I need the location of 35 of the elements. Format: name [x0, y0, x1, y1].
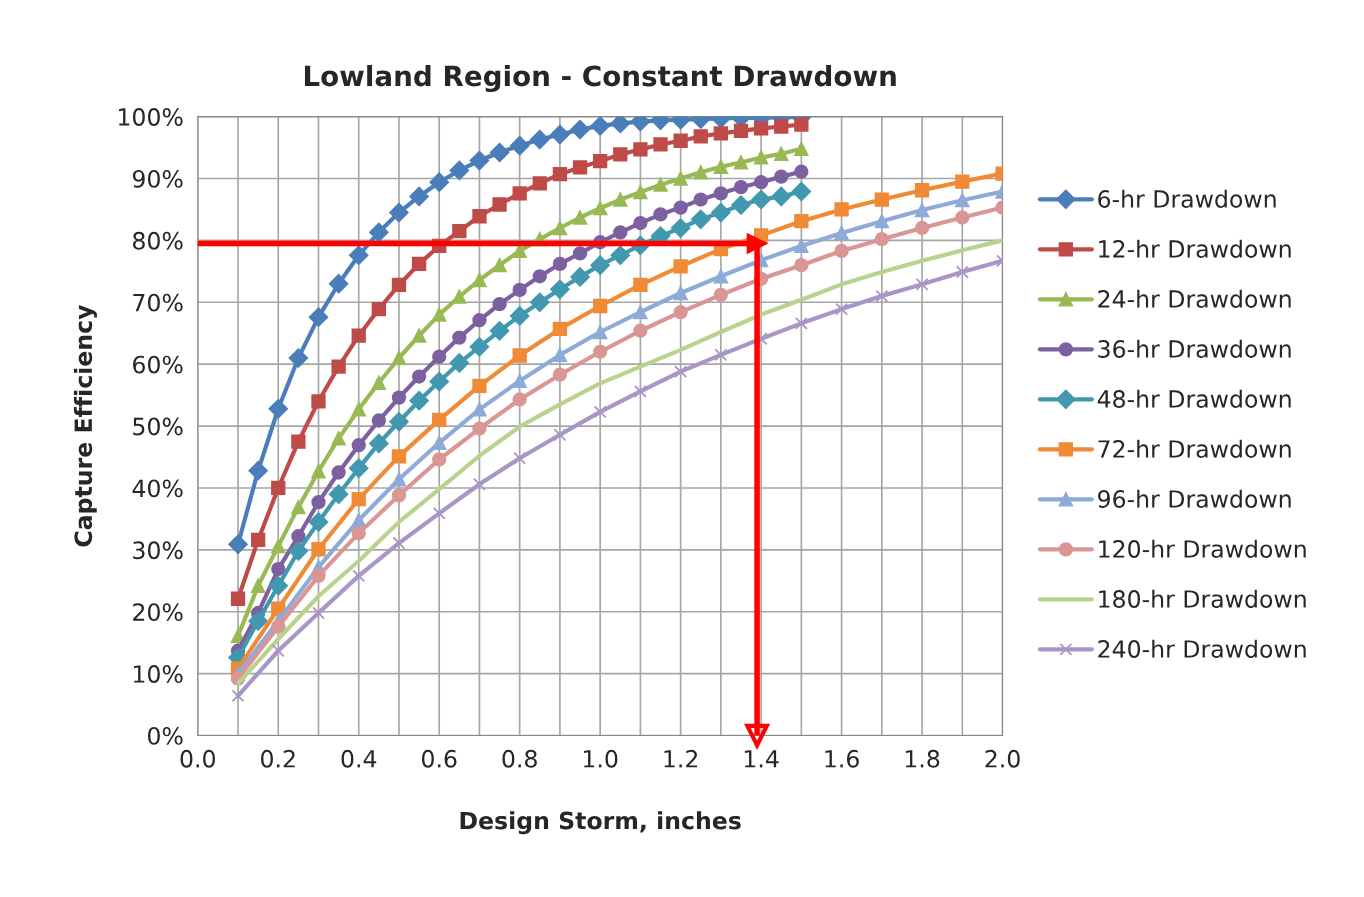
y-tick-label: 20%	[133, 603, 183, 622]
x-tick-label: 0.2	[261, 749, 295, 768]
x-tick-label: 0.4	[341, 749, 377, 768]
y-tick-label: 40%	[132, 479, 183, 498]
chart-title: Lowland Region - Constant Drawdown	[304, 64, 896, 93]
y-tick-label: 50%	[133, 417, 183, 436]
y-axis-title: Capture Efficiency	[73, 304, 97, 547]
y-tick-label: 0%	[147, 726, 183, 745]
x-tick-label: 0.6	[421, 749, 457, 768]
legend-label: 12-hr Drawdown	[1099, 239, 1291, 258]
x-tick-label: 1.0	[583, 749, 618, 768]
y-tick-label: 70%	[133, 293, 183, 312]
x-tick-label: 2.0	[985, 749, 1020, 768]
legend-label: 48-hr Drawdown	[1097, 389, 1291, 408]
legend-label: 6-hr Drawdown	[1098, 189, 1276, 208]
legend-label: 180-hr Drawdown	[1099, 589, 1306, 608]
x-tick-label: 0.0	[180, 749, 215, 768]
x-tick-label: 1.6	[825, 749, 859, 768]
x-axis-title: Design Storm, inches	[460, 811, 741, 835]
x-tick-label: 1.8	[905, 749, 940, 768]
x-tick-label: 1.4	[744, 750, 779, 768]
y-tick-label: 90%	[132, 169, 183, 188]
legend-label: 36-hr Drawdown	[1098, 339, 1291, 358]
legend-label: 72-hr Drawdown	[1098, 439, 1291, 458]
y-tick-label: 30%	[133, 541, 183, 560]
legend-label: 240-hr Drawdown	[1098, 639, 1306, 658]
y-tick-label: 60%	[133, 355, 183, 374]
legend-label: 96-hr Drawdown	[1098, 489, 1291, 508]
legend-label: 120-hr Drawdown	[1099, 539, 1306, 558]
y-tick-label: 80%	[133, 231, 183, 250]
y-tick-label: 100%	[118, 108, 183, 126]
legend-label: 24-hr Drawdown	[1098, 289, 1291, 308]
x-tick-label: 1.2	[664, 749, 698, 768]
y-tick-label: 10%	[134, 665, 183, 683]
x-tick-label: 0.8	[502, 749, 537, 768]
